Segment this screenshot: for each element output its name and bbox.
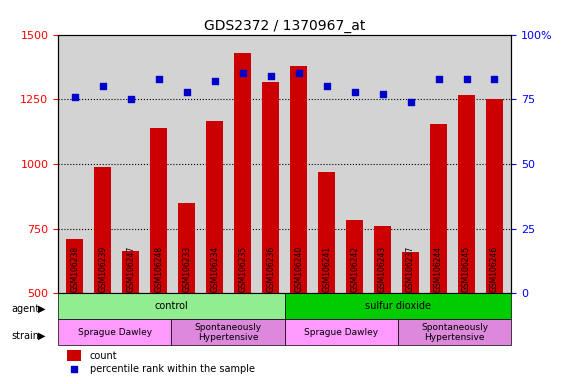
Text: ▶: ▶ [38, 304, 45, 314]
Point [154, 76, 163, 82]
Bar [150, 128, 167, 384]
FancyBboxPatch shape [171, 319, 285, 345]
Bar [66, 239, 83, 384]
Text: strain: strain [12, 331, 40, 341]
Text: GSM106248: GSM106248 [155, 246, 163, 292]
Point [350, 88, 359, 94]
Bar [430, 124, 447, 384]
Text: GSM106237: GSM106237 [406, 246, 415, 292]
Text: count: count [90, 351, 117, 361]
Bar [67, 350, 81, 361]
Point [69, 366, 78, 372]
Bar [123, 251, 139, 384]
Point [126, 96, 135, 103]
Point [294, 70, 303, 76]
Text: GSM106235: GSM106235 [238, 246, 248, 292]
Bar [318, 172, 335, 384]
Point [322, 83, 331, 89]
Text: GSM106238: GSM106238 [70, 246, 80, 292]
FancyBboxPatch shape [58, 293, 285, 319]
Text: ▶: ▶ [38, 331, 45, 341]
FancyBboxPatch shape [285, 293, 511, 319]
Text: GSM106233: GSM106233 [182, 246, 191, 292]
Text: GSM106243: GSM106243 [378, 246, 387, 292]
Bar [262, 83, 279, 384]
Text: GSM106239: GSM106239 [98, 246, 107, 292]
Point [406, 99, 415, 105]
Bar [458, 95, 475, 384]
Text: Spontaneously
Hypertensive: Spontaneously Hypertensive [195, 323, 261, 342]
Point [378, 91, 388, 97]
Point [462, 76, 471, 82]
Text: GSM106245: GSM106245 [462, 246, 471, 292]
FancyBboxPatch shape [58, 319, 171, 345]
Text: control: control [155, 301, 188, 311]
Text: GSM106246: GSM106246 [490, 246, 499, 292]
FancyBboxPatch shape [398, 319, 511, 345]
Point [434, 76, 443, 82]
Text: percentile rank within the sample: percentile rank within the sample [90, 364, 255, 374]
Text: Sprague Dawley: Sprague Dawley [304, 328, 378, 337]
Text: Sprague Dawley: Sprague Dawley [78, 328, 152, 337]
Bar [402, 252, 419, 384]
Point [266, 73, 275, 79]
Text: GSM106234: GSM106234 [210, 246, 219, 292]
Point [98, 83, 107, 89]
Text: GSM106241: GSM106241 [322, 246, 331, 292]
Point [238, 70, 248, 76]
Bar [290, 66, 307, 384]
Text: GSM106236: GSM106236 [266, 246, 275, 292]
Text: sulfur dioxide: sulfur dioxide [365, 301, 431, 311]
Bar [374, 226, 391, 384]
Bar [486, 99, 503, 384]
Text: GSM106240: GSM106240 [294, 246, 303, 292]
Bar [234, 53, 251, 384]
Text: GSM106247: GSM106247 [126, 246, 135, 292]
Text: GSM106242: GSM106242 [350, 246, 359, 292]
Text: agent: agent [12, 304, 40, 314]
Text: GSM106244: GSM106244 [434, 246, 443, 292]
Point [70, 94, 80, 100]
Point [210, 78, 220, 84]
Bar [206, 121, 223, 384]
Bar [178, 203, 195, 384]
Text: Spontaneously
Hypertensive: Spontaneously Hypertensive [421, 323, 488, 342]
Bar [346, 220, 363, 384]
FancyBboxPatch shape [285, 319, 398, 345]
Point [182, 88, 191, 94]
Point [490, 76, 499, 82]
Text: GDS2372 / 1370967_at: GDS2372 / 1370967_at [204, 19, 365, 33]
Bar [95, 167, 111, 384]
